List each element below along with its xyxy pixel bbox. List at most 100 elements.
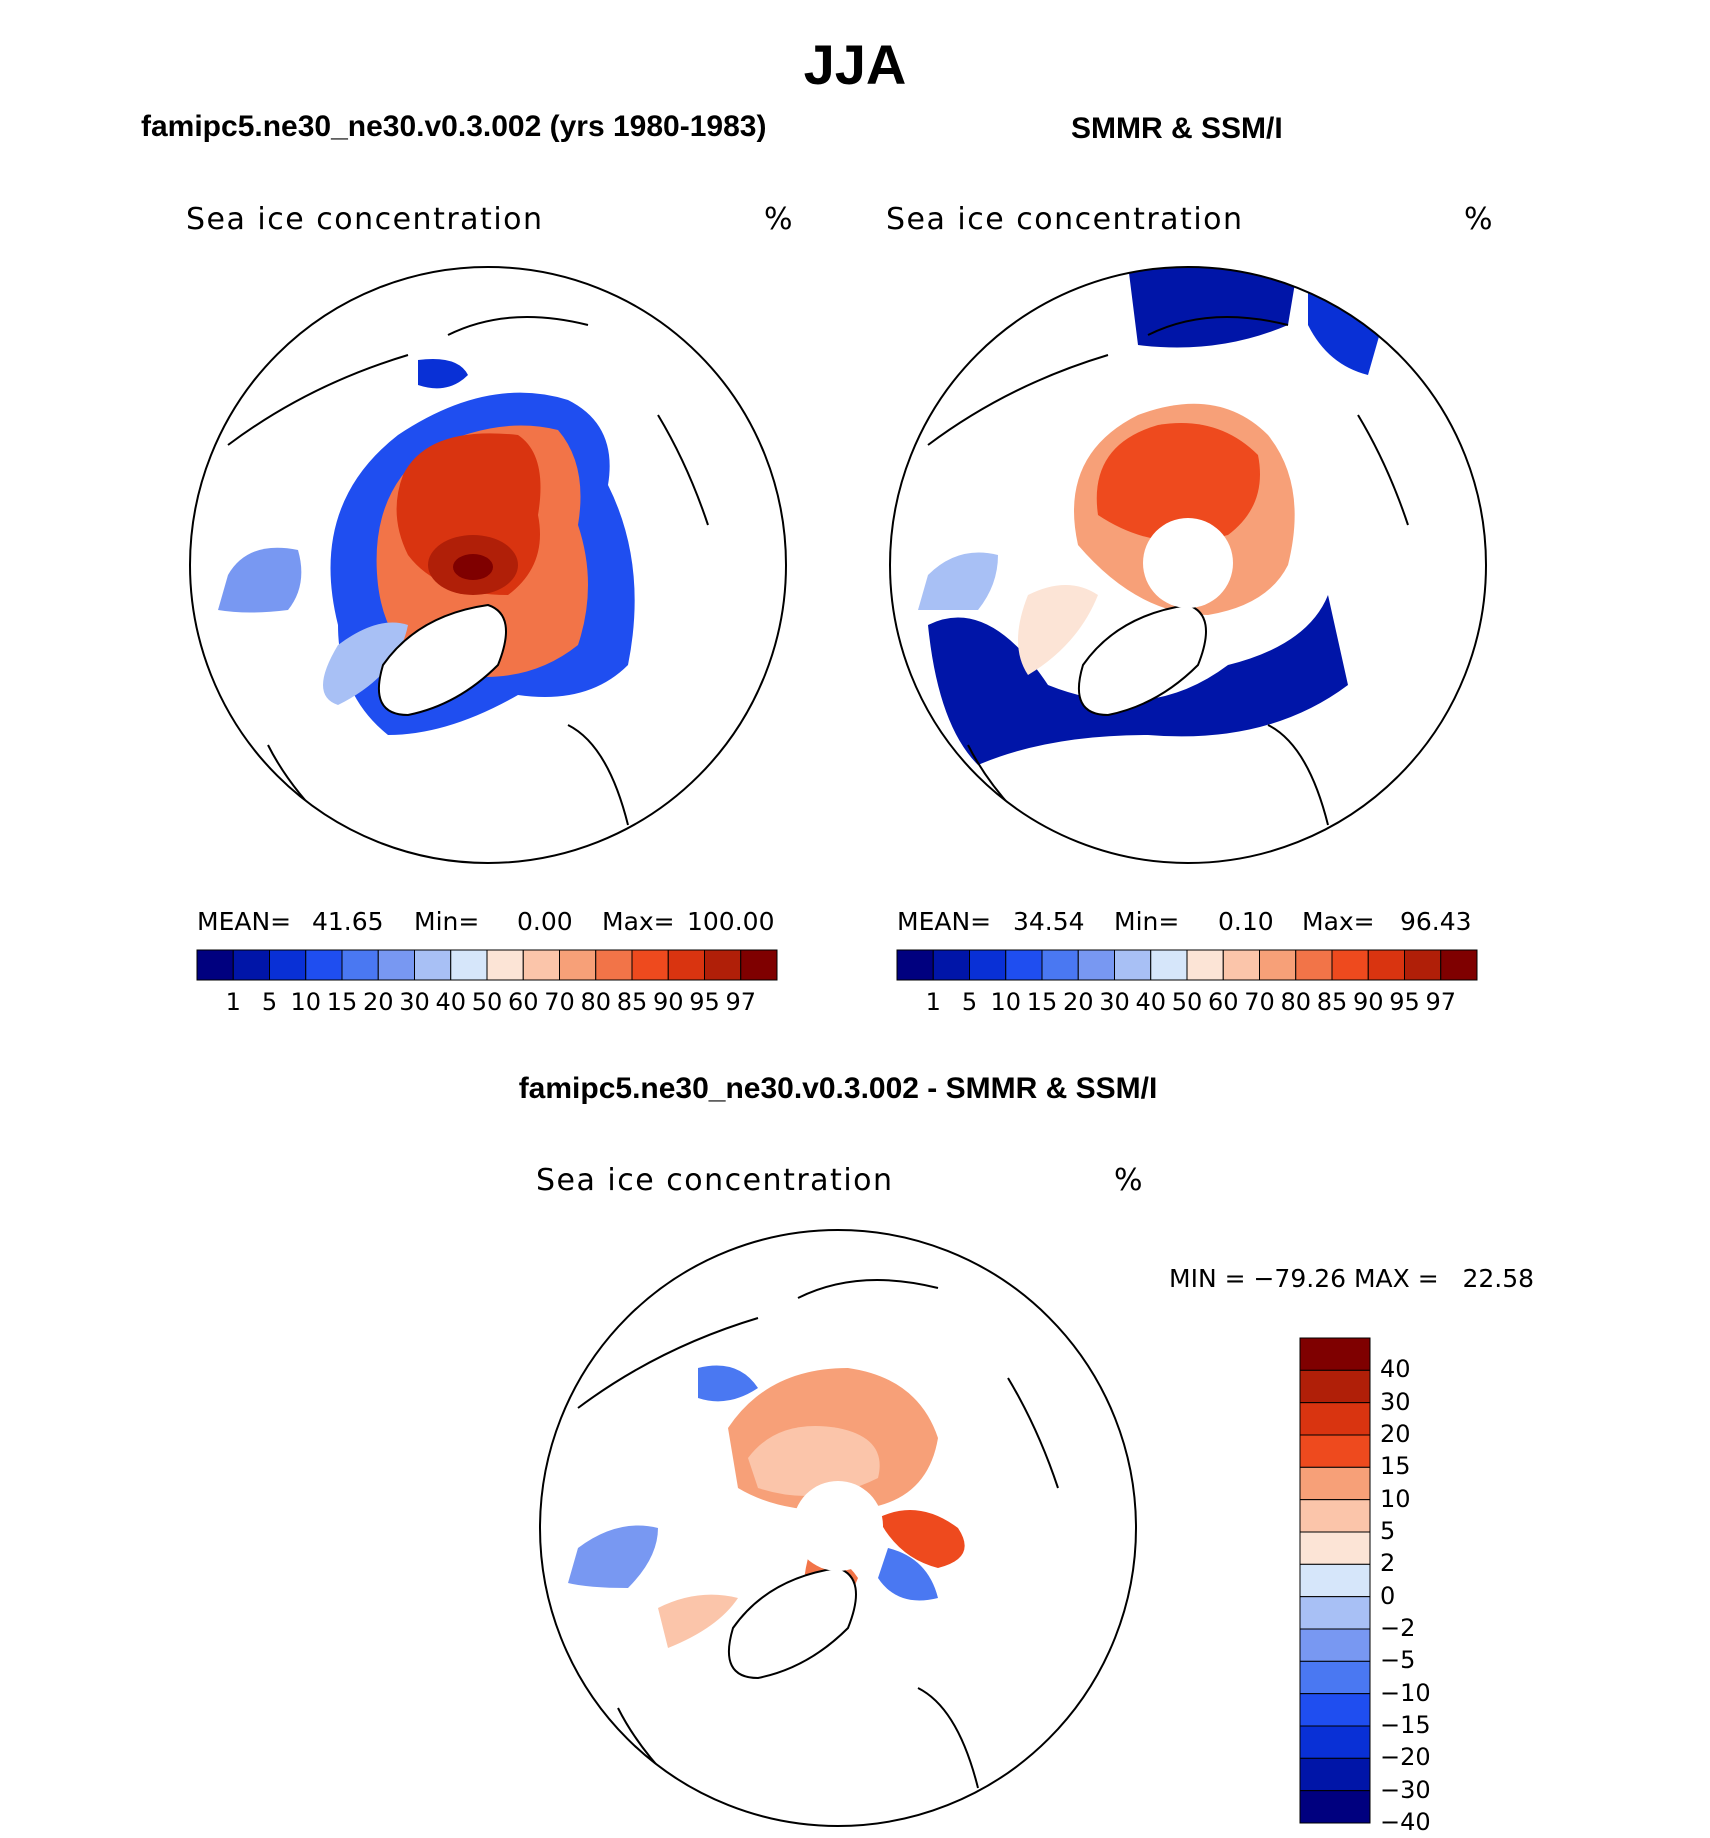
panel-1-colorbar-swatch: [486, 949, 524, 981]
panel-1-colorbar-swatch: [559, 949, 597, 981]
panel-1-colorbar-tick-label: 1: [225, 988, 241, 1016]
panel-3-colorbar-tick-label: −30: [1380, 1775, 1431, 1804]
panel-3-colorbar-tick-label: 20: [1380, 1420, 1411, 1448]
panel-1-colorbar-swatch: [414, 949, 452, 981]
greenland: [378, 603, 507, 717]
panel-2-colorbar-tick-label: 30: [1099, 988, 1130, 1016]
panel-1-colorbar-tick-label: 15: [326, 988, 358, 1016]
panel-1-colorbar-tick-label: 30: [399, 988, 430, 1016]
panel-1-colorbar-tick-label: 10: [290, 988, 322, 1016]
panel-1-colorbar-tick-label: 50: [471, 988, 503, 1016]
panel-1-colorbar-swatch: [232, 949, 270, 981]
panel-1-colorbar-swatch: [667, 949, 705, 981]
panel-3-colorbar-tick-label: 40: [1380, 1355, 1411, 1384]
panel-2-max-value: 96.43: [1400, 907, 1472, 936]
panel-3-colorbar-swatch: [1299, 1757, 1371, 1792]
hudson-bay-ice: [218, 547, 302, 613]
panel-1-colorbar: [196, 949, 778, 981]
panel-2-colorbar-tick-label: 20: [1062, 988, 1094, 1016]
panel-3-min-max: MIN = −79.26 MAX = 22.58: [1169, 1264, 1535, 1293]
panel-1-colorbar-swatch: [704, 949, 742, 981]
panel-2-colorbar-tick-label: 5: [961, 988, 978, 1016]
panel-1-colorbar-tick-label: 97: [725, 988, 757, 1016]
panel-2-colorbar-tick-label: 85: [1316, 988, 1348, 1016]
panel-3-colorbar-tick-label: 2: [1380, 1549, 1396, 1578]
panel-2-colorbar-swatch: [1295, 949, 1333, 981]
panel-2-colorbar-tick-label: 90: [1352, 988, 1384, 1016]
panel-1-colorbar-swatch: [305, 949, 343, 981]
pole-hole: [793, 1481, 883, 1571]
panel-2-colorbar-tick-label: 10: [990, 988, 1022, 1016]
panel-3-colorbar-swatch: [1299, 1466, 1371, 1501]
panel-1-colorbar-tick-label: 90: [652, 988, 684, 1016]
panel-3-colorbar-swatch: [1299, 1693, 1371, 1727]
panel-2-colorbar-tick-label: 15: [1026, 988, 1058, 1016]
panel-1-colorbar-swatch: [341, 949, 379, 981]
panel-2-colorbar-swatch: [1222, 949, 1260, 981]
panel-2-colorbar-tick-label: 1: [925, 988, 941, 1016]
panel-1-colorbar-swatch: [631, 949, 669, 981]
panel-3-colorbar-swatch: [1299, 1369, 1371, 1404]
panel-2-colorbar-swatch: [1041, 949, 1079, 981]
panel-2-colorbar-swatch: [896, 949, 934, 981]
panel-3-map: [539, 1229, 1137, 1827]
panel-1-variable-label: Sea ice concentration: [186, 202, 544, 237]
panel-2-colorbar-swatch: [1440, 949, 1478, 981]
panel-1-min-label: Min=: [414, 907, 480, 936]
panel-1-map: [189, 266, 787, 864]
greenland: [1078, 603, 1207, 717]
panel-2-colorbar-tick-label: 95: [1389, 988, 1420, 1016]
panel-1-max-label: Max=: [602, 907, 675, 936]
pole-hole: [1143, 518, 1233, 608]
panel-1-colorbar-ticks: 1 5 10 15 20 30 40 50 60 70 80 85 90 95 97: [197, 988, 777, 1018]
panel-2-colorbar-swatch: [1077, 949, 1115, 981]
panel-2-colorbar-swatch: [1150, 949, 1188, 981]
panel-1-colorbar-tick-label: 60: [507, 988, 539, 1016]
panel-2-colorbar-swatch: [1114, 949, 1152, 981]
panel-3-colorbar-swatch: [1299, 1628, 1371, 1662]
panel-3-colorbar-tick-label: −5: [1380, 1646, 1416, 1675]
panel-1-colorbar-swatch: [740, 949, 778, 981]
panel-2-colorbar-tick-label: 50: [1171, 988, 1203, 1016]
panel-2-variable-label: Sea ice concentration: [886, 202, 1244, 237]
panel-1-colorbar-swatch: [269, 949, 307, 981]
bering-ice: [418, 359, 468, 389]
panel-3-colorbar-swatch: [1299, 1531, 1371, 1565]
panel-3-colorbar-tick-label: −40: [1380, 1808, 1431, 1836]
panel-3-colorbar-swatch: [1299, 1434, 1371, 1468]
panel-1-colorbar-tick-label: 80: [580, 988, 612, 1016]
panel-2-colorbar-swatch: [1186, 949, 1224, 981]
panel-2-colorbar-tick-label: 60: [1207, 988, 1239, 1016]
panel-2-colorbar-swatch: [1404, 949, 1442, 981]
panel-1-colorbar-tick-label: 20: [362, 988, 394, 1016]
panel-1-mean-value: 41.65: [312, 907, 384, 936]
panel-3-colorbar-tick-label: 10: [1380, 1484, 1411, 1513]
panel-1-colorbar-tick-label: 5: [261, 988, 278, 1016]
panel-3-variable-label: Sea ice concentration: [536, 1163, 894, 1198]
panel-1-colorbar-tick-label: 70: [544, 988, 575, 1016]
panel-1-colorbar-tick-label: 85: [616, 988, 648, 1016]
panel-3-units-label: %: [1114, 1163, 1145, 1198]
panel-1-colorbar-tick-label: 95: [689, 988, 720, 1016]
panel-3-colorbar-swatch: [1299, 1563, 1371, 1598]
panel-1-colorbar-swatch: [377, 949, 415, 981]
obs-atlantic-ice: [928, 595, 1348, 765]
panel-2-colorbar-tick-label: 40: [1135, 988, 1167, 1016]
panel-3-colorbar-swatch: [1299, 1725, 1371, 1759]
panel-2-map: [889, 266, 1487, 864]
panel-1-colorbar-tick-label: 40: [435, 988, 467, 1016]
panel-1-colorbar-swatch: [450, 949, 488, 981]
panel-1-min-value: 0.00: [517, 907, 573, 936]
panel-2-colorbar: [896, 949, 1478, 981]
panel-3-colorbar-swatch: [1299, 1790, 1371, 1824]
panel-1-colorbar-swatch: [196, 949, 234, 981]
panel-3-colorbar-tick-label: 30: [1380, 1387, 1411, 1416]
panel-1-title: famipc5.ne30_ne30.v0.3.002 (yrs 1980-198…: [141, 110, 767, 143]
panel-3-colorbar-tick-label: −10: [1380, 1678, 1431, 1707]
baffin-ice: [323, 622, 408, 705]
panel-2-min-label: Min=: [1114, 907, 1180, 936]
panel-2-colorbar-swatch: [1259, 949, 1297, 981]
panel-2-colorbar-swatch: [1331, 949, 1369, 981]
panel-2-colorbar-ticks: 1 5 10 15 20 30 40 50 60 70 80 85 90 95 97: [897, 988, 1477, 1018]
panel-2-max-label: Max=: [1302, 907, 1375, 936]
